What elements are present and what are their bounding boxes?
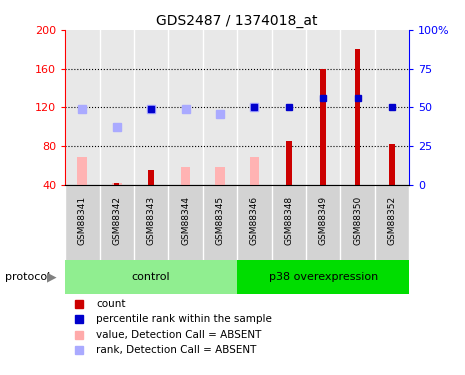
Bar [215,167,225,184]
Bar [148,170,154,184]
Text: protocol: protocol [5,272,50,282]
Text: count: count [96,299,126,309]
Text: percentile rank within the sample: percentile rank within the sample [96,314,272,324]
Bar [112,183,121,184]
Text: GSM88341: GSM88341 [78,196,87,245]
Bar [250,158,259,184]
Text: rank, Detection Call = ABSENT: rank, Detection Call = ABSENT [96,345,256,355]
Bar [389,144,395,184]
Text: GSM88346: GSM88346 [250,196,259,245]
Text: GSM88342: GSM88342 [112,196,121,245]
Text: GSM88349: GSM88349 [319,196,328,245]
Bar [114,183,120,184]
Bar [78,158,87,184]
Text: p38 overexpression: p38 overexpression [269,272,378,282]
Text: GSM88345: GSM88345 [215,196,225,245]
Bar [237,260,409,294]
Text: ▶: ▶ [46,271,56,284]
Bar [286,141,292,184]
Text: GSM88343: GSM88343 [146,196,156,245]
Bar [355,50,360,184]
Text: GSM88352: GSM88352 [387,196,397,245]
Text: control: control [132,272,171,282]
Bar [320,69,326,184]
Text: GSM88344: GSM88344 [181,196,190,245]
Bar [181,167,190,184]
Text: GSM88350: GSM88350 [353,196,362,245]
Title: GDS2487 / 1374018_at: GDS2487 / 1374018_at [156,13,318,28]
Bar [65,260,237,294]
Text: GSM88348: GSM88348 [284,196,293,245]
Text: value, Detection Call = ABSENT: value, Detection Call = ABSENT [96,330,261,340]
